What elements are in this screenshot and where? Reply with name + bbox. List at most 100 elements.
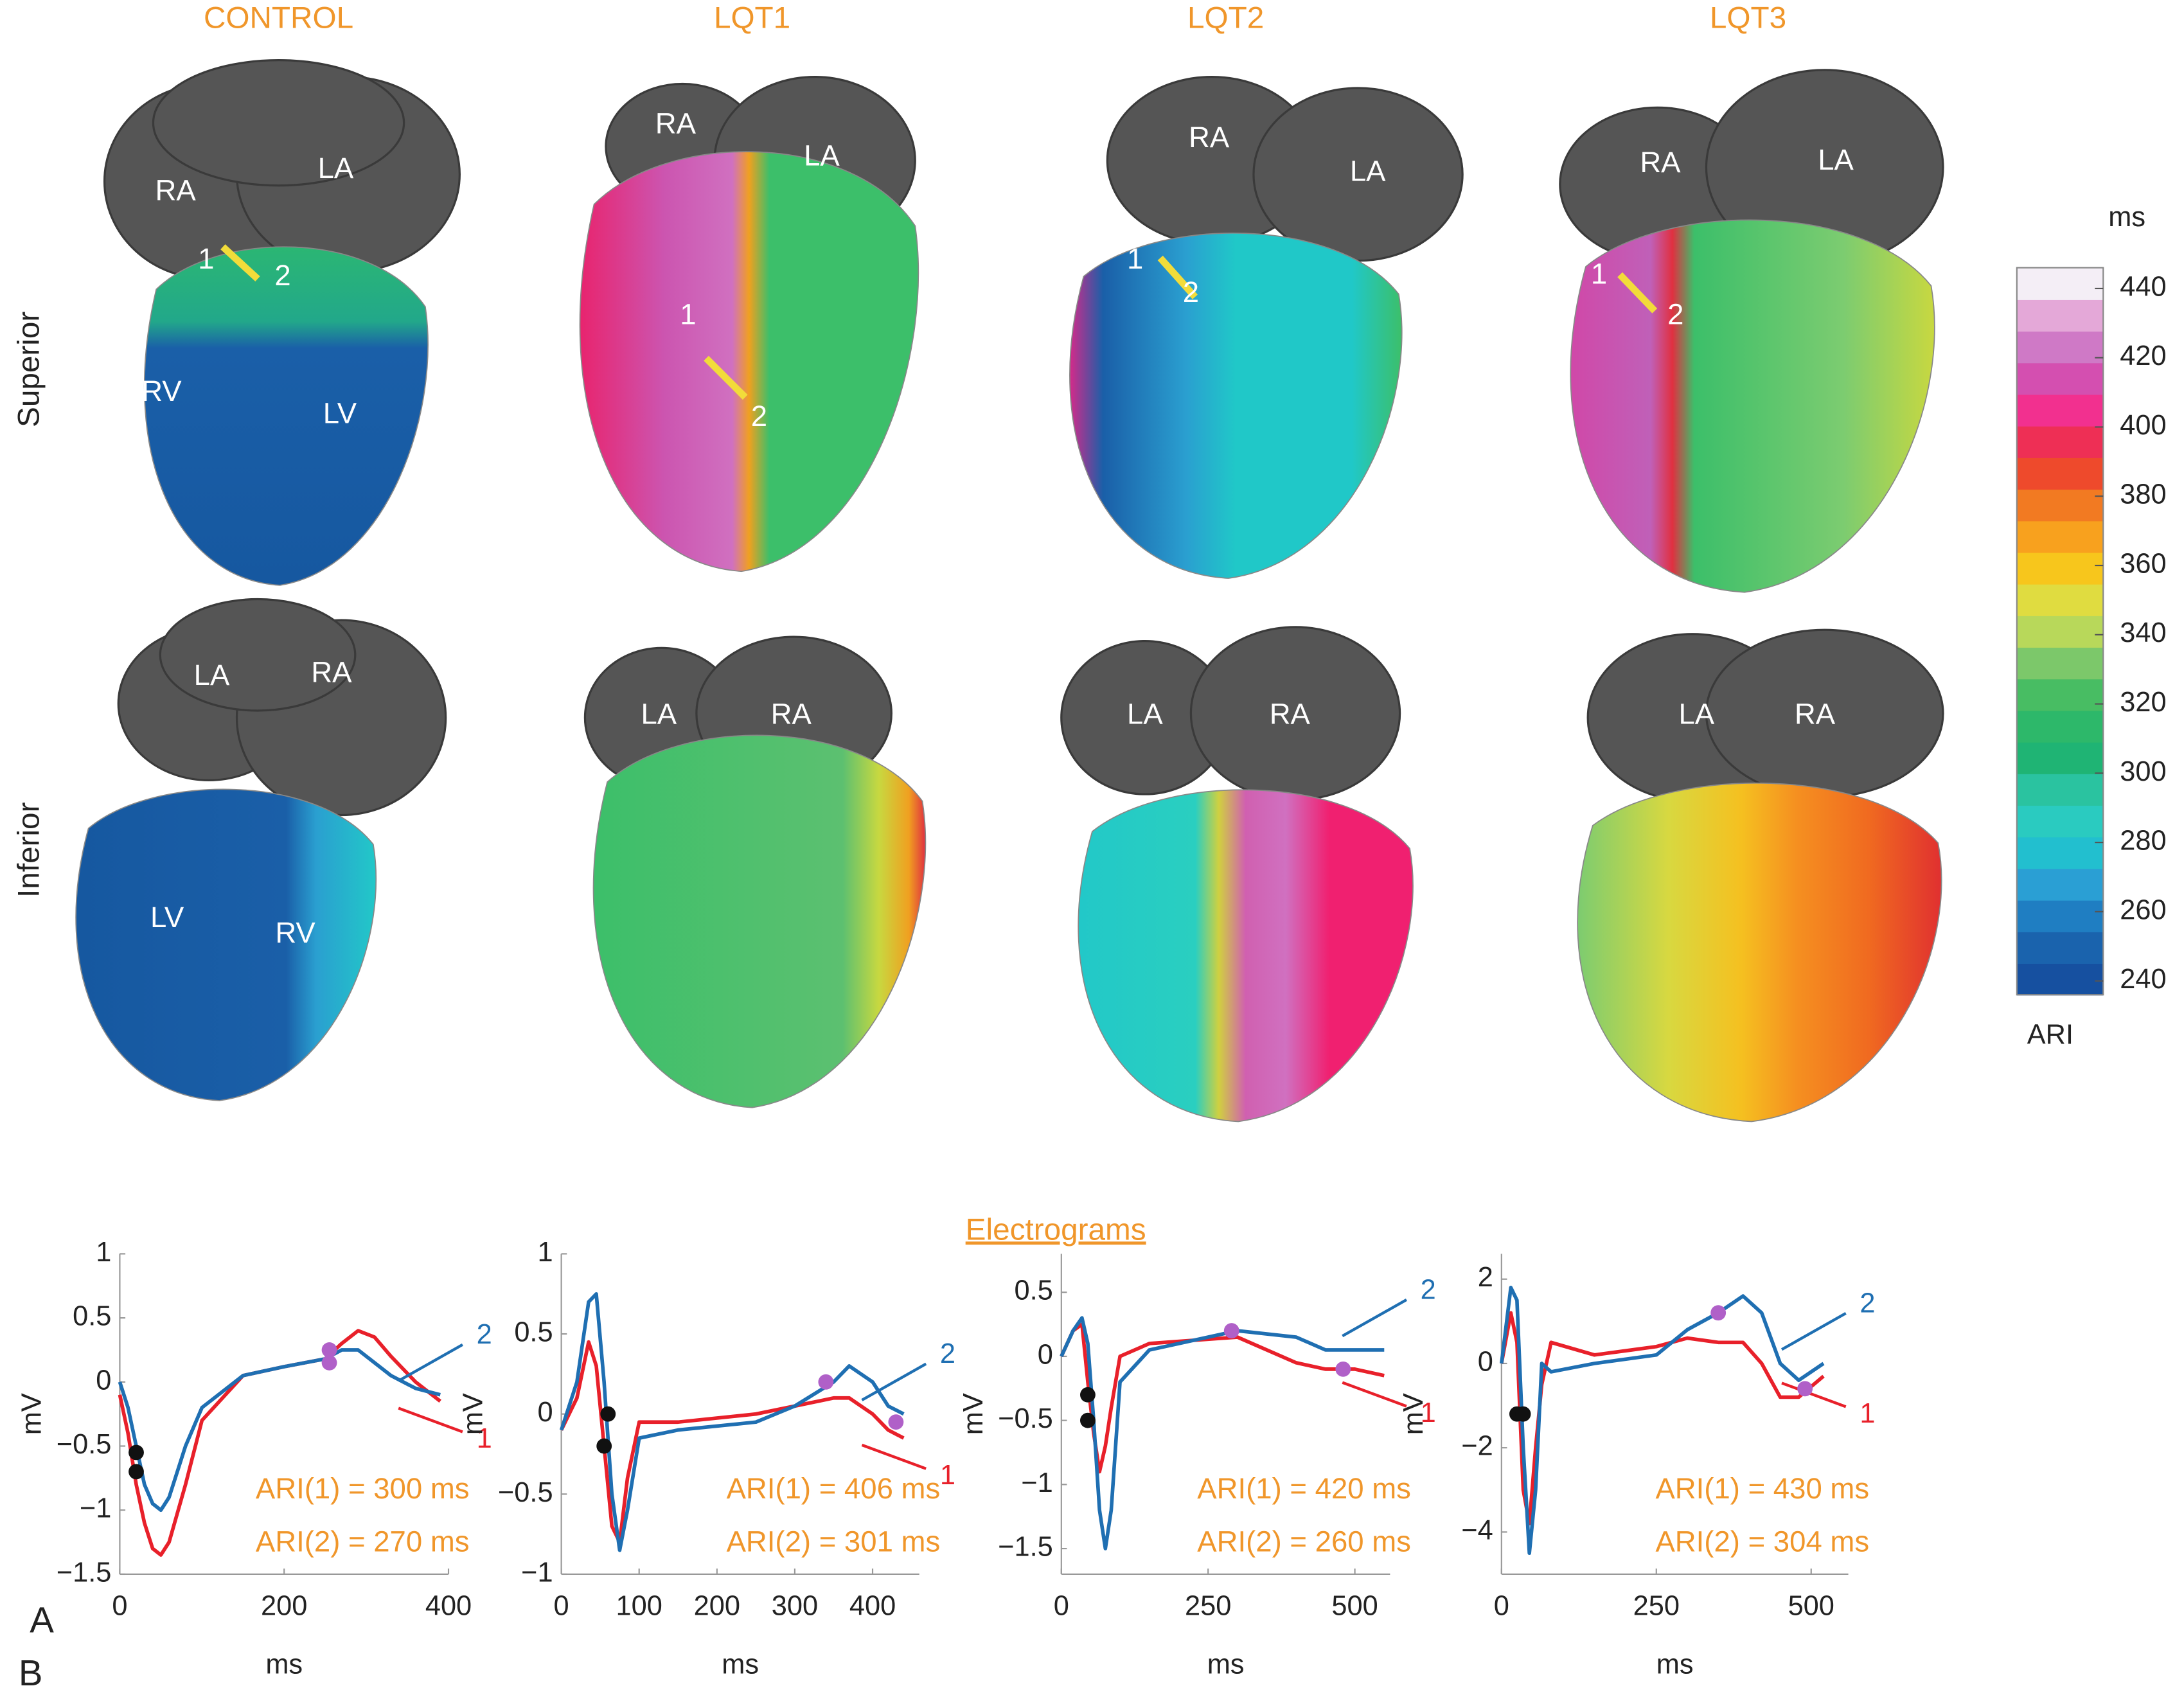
heart-label: RA <box>1270 698 1311 731</box>
y-tick-label: 2 <box>1478 1262 1493 1293</box>
trace-arrow <box>1780 1312 1847 1351</box>
trace-arrow <box>1342 1299 1408 1338</box>
electrode-line <box>1157 255 1198 299</box>
heart-label: 2 <box>274 259 290 292</box>
atrium <box>152 59 405 187</box>
y-tick-label: −1 <box>1021 1468 1052 1498</box>
series-label: 1 <box>1860 1398 1875 1429</box>
y-axis-label: mV <box>16 1393 47 1435</box>
colorbar-frame <box>2016 267 2104 996</box>
colorbar-tick-label: 420 <box>2120 341 2166 371</box>
x-axis-label: ms <box>265 1649 303 1680</box>
marker <box>129 1464 144 1480</box>
series-label: 2 <box>1421 1274 1436 1305</box>
x-tick-label: 500 <box>1331 1590 1378 1621</box>
y-tick-label: 1 <box>96 1237 111 1268</box>
x-axis-label: ms <box>1207 1649 1245 1680</box>
trace <box>118 1329 441 1557</box>
atrium <box>159 598 357 712</box>
x-tick-label: 200 <box>694 1590 740 1621</box>
ventricle-map <box>1570 219 1935 593</box>
marker <box>1515 1406 1531 1422</box>
trace <box>560 1340 905 1544</box>
ari-annotation: ARI(2) = 304 ms <box>1655 1525 1869 1558</box>
x-tick-label: 300 <box>772 1590 818 1621</box>
colorbar-band <box>2016 425 2104 458</box>
marker <box>1335 1361 1351 1377</box>
marker <box>1223 1323 1239 1338</box>
marker <box>600 1406 616 1422</box>
column-title: LQT3 <box>1710 1 1786 35</box>
colorbar-band <box>2016 489 2104 522</box>
y-tick-label: 0 <box>1478 1346 1493 1377</box>
colorbar-band <box>2016 679 2104 711</box>
x-tick-label: 500 <box>1788 1590 1834 1621</box>
marker <box>818 1374 834 1390</box>
y-tick-label: −1 <box>521 1557 553 1588</box>
colorbar-tick-label: 440 <box>2120 271 2166 302</box>
colorbar-band <box>2016 647 2104 680</box>
x-tick-label: 0 <box>1054 1590 1069 1621</box>
ari-annotation: ARI(1) = 300 ms <box>256 1472 470 1505</box>
series-label: 2 <box>940 1338 955 1369</box>
trace-arrow <box>398 1343 463 1382</box>
ari-annotation: ARI(2) = 270 ms <box>256 1525 470 1558</box>
ari-annotation: ARI(1) = 420 ms <box>1197 1472 1411 1505</box>
series-label: 1 <box>477 1423 492 1454</box>
ventricle-map <box>75 788 377 1101</box>
trace <box>118 1348 441 1513</box>
colorbar-tick-label: 260 <box>2120 894 2166 925</box>
y-axis-label: mV <box>458 1393 489 1435</box>
heart-label: RA <box>1189 121 1230 154</box>
y-tick-label: −4 <box>1461 1515 1493 1546</box>
heart-label: LV <box>150 901 184 934</box>
trace <box>559 1292 905 1552</box>
marker <box>1079 1412 1096 1428</box>
y-tick-label: −0.5 <box>57 1429 112 1460</box>
x-tick-label: 250 <box>1185 1590 1231 1621</box>
colorbar-band <box>2016 552 2104 585</box>
colorbar-tick-label: 320 <box>2120 687 2166 718</box>
column-title: LQT1 <box>714 1 790 35</box>
trace <box>1500 1286 1825 1556</box>
colorbar-band <box>2016 773 2104 806</box>
y-tick-label: −1.5 <box>57 1557 112 1588</box>
trace-arrow <box>861 1443 927 1470</box>
heart-label: LA <box>641 698 677 731</box>
heart-label: RA <box>655 107 697 140</box>
colorbar-tick-label: 240 <box>2120 964 2166 995</box>
colorbar-band <box>2016 267 2104 300</box>
y-tick-label: 0.5 <box>1015 1275 1053 1306</box>
colorbar-band <box>2016 583 2104 616</box>
ari-annotation: ARI(1) = 430 ms <box>1655 1472 1869 1505</box>
marker <box>321 1342 337 1358</box>
trace-arrow <box>1781 1381 1847 1408</box>
series-label: 2 <box>477 1319 492 1350</box>
heart-label: 1 <box>198 242 214 275</box>
trace-arrow <box>398 1407 463 1433</box>
marker <box>1079 1387 1096 1403</box>
heart-label: LA <box>1818 143 1854 176</box>
x-tick-label: 0 <box>554 1590 569 1621</box>
y-axis-label: mV <box>1398 1393 1429 1435</box>
x-tick-label: 0 <box>1494 1590 1509 1621</box>
colorbar-tick-label: 380 <box>2120 479 2166 510</box>
trace-arrow <box>861 1362 927 1401</box>
heart-label: 2 <box>751 400 767 432</box>
trace <box>1060 1322 1385 1474</box>
marker <box>129 1444 144 1460</box>
colorbar-tick-label: 360 <box>2120 548 2166 579</box>
column-title: LQT2 <box>1187 1 1264 35</box>
heart-label: RV <box>275 916 315 949</box>
y-tick-label: −2 <box>1461 1431 1493 1462</box>
heart-label: 2 <box>1183 276 1199 308</box>
colorbar-band <box>2016 299 2104 332</box>
series-label: 1 <box>940 1460 955 1491</box>
colorbar-band <box>2016 615 2104 648</box>
trace <box>1060 1316 1385 1550</box>
y-tick-label: −1 <box>80 1493 111 1524</box>
series-label: 1 <box>1421 1398 1436 1428</box>
colorbar-tick-label: 340 <box>2120 617 2166 648</box>
panel-label: A <box>30 1600 54 1640</box>
x-tick-label: 400 <box>425 1590 472 1621</box>
